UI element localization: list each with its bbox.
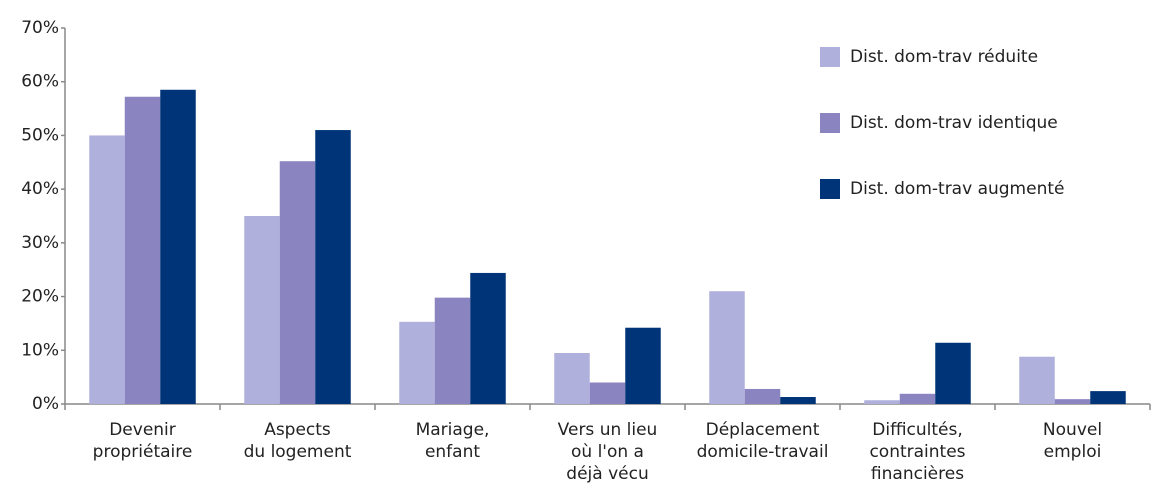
x-tick-label-line: Déplacement [706, 420, 820, 440]
x-tick-label-line: domicile-travail [697, 442, 829, 462]
bar [1090, 391, 1126, 404]
bar [709, 291, 745, 404]
bar [899, 393, 936, 404]
x-tick-label-line: emploi [1044, 442, 1102, 462]
x-tick-label: Vers un lieu où l'on a déjà vécu [558, 420, 658, 484]
y-tick-label: 60% [21, 72, 59, 92]
x-tick-label: Aspects du logement [244, 420, 352, 462]
x-tick-label-line: Devenir [109, 420, 176, 440]
y-tick-label: 50% [21, 125, 59, 145]
bar [124, 96, 161, 405]
x-tick-label-line: où l'on a [571, 442, 644, 462]
x-tick-label-line: financières [871, 464, 964, 484]
x-tick-label-line: contraintes [869, 442, 965, 462]
bar [744, 388, 781, 404]
legend-swatch [820, 179, 840, 199]
x-tick-label-line: Vers un lieu [558, 420, 658, 440]
x-tick-label: Difficultés, contraintes financières [869, 420, 965, 484]
x-tick-label: Déplacement domicile-travail [697, 420, 829, 462]
legend-label: Dist. dom-trav augmenté [850, 179, 1064, 199]
legend-label: Dist. dom-trav identique [850, 113, 1058, 133]
x-tick-label-line: propriétaire [93, 442, 193, 462]
legend-label: Dist. dom-trav réduite [850, 47, 1038, 67]
legend-swatch [820, 113, 840, 133]
x-tick-label-line: déjà vécu [566, 464, 648, 484]
bar [399, 321, 435, 404]
bar [864, 400, 900, 404]
x-tick-label: Mariage, enfant [416, 420, 490, 462]
y-tick-label: 30% [21, 233, 59, 253]
bar [780, 397, 816, 404]
legend-swatch [820, 47, 840, 67]
x-tick-label-line: Mariage, [416, 420, 490, 440]
y-tick-label: 20% [21, 287, 59, 307]
x-tick-label: Nouvel emploi [1043, 420, 1102, 462]
x-tick-label-line: Difficultés, [872, 420, 962, 440]
y-tick-label: 40% [21, 179, 59, 199]
bar [89, 135, 125, 404]
y-tick-label: 10% [21, 340, 59, 360]
x-tick-label-line: du logement [244, 442, 352, 462]
bar [434, 297, 471, 404]
bar [315, 130, 351, 405]
x-tick-label-line: Nouvel [1043, 420, 1102, 440]
x-tick-label-line: enfant [425, 442, 480, 462]
x-tick-label: Devenir propriétaire [93, 420, 193, 462]
bar [160, 89, 196, 405]
x-tick-label-line: Aspects [264, 420, 331, 440]
bar [1019, 356, 1055, 404]
bar [244, 216, 280, 404]
bar [589, 382, 626, 404]
bar [935, 342, 971, 404]
bar [1054, 399, 1091, 404]
y-tick-label: 70% [21, 18, 59, 38]
bar [554, 352, 590, 404]
bar [470, 272, 506, 404]
bar [625, 327, 661, 404]
y-tick-label: 0% [32, 394, 59, 414]
bar [279, 161, 316, 404]
